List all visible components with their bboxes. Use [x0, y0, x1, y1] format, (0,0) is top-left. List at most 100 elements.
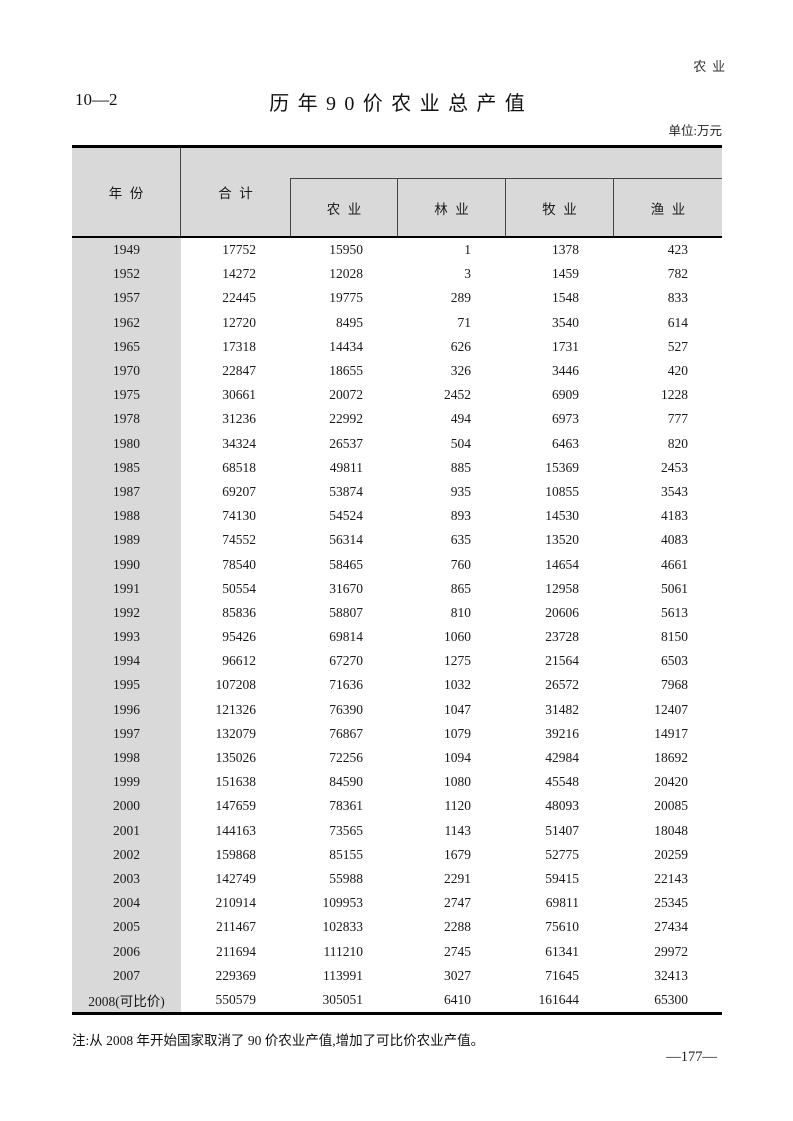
value-cell: 17752 [222, 242, 256, 258]
value-cell: 810 [450, 604, 471, 620]
value-cell: 6463 [552, 435, 579, 451]
year-cell: 2007 [72, 963, 181, 988]
value-cell: 84590 [329, 774, 363, 790]
value-cell: 3027 [444, 967, 471, 983]
year-cell: 1997 [72, 721, 181, 746]
value-cell: 55988 [329, 870, 363, 886]
value-cell: 48093 [545, 798, 579, 814]
value-cell: 3540 [552, 314, 579, 330]
header-total: 合计 [218, 186, 261, 201]
value-cell: 18692 [654, 750, 688, 766]
value-cell: 1032 [444, 677, 471, 693]
value-cell: 6909 [552, 387, 579, 403]
value-cell: 1548 [552, 290, 579, 306]
value-cell: 833 [667, 290, 688, 306]
year-cell: 1990 [72, 552, 181, 577]
value-cell: 67270 [329, 653, 363, 669]
value-cell: 8150 [661, 629, 688, 645]
value-cell: 3446 [552, 363, 579, 379]
value-cell: 31482 [545, 701, 579, 717]
value-cell: 935 [450, 483, 471, 499]
value-cell: 211467 [216, 919, 256, 935]
value-cell: 21564 [545, 653, 579, 669]
year-cell: 1952 [72, 262, 181, 287]
value-cell: 12028 [329, 266, 363, 282]
value-cell: 25345 [654, 895, 688, 911]
value-cell: 76390 [329, 701, 363, 717]
value-cell: 69207 [222, 483, 256, 499]
year-cell: 2000 [72, 794, 181, 819]
value-cell: 20606 [545, 604, 579, 620]
value-cell: 865 [450, 580, 471, 596]
year-cell: 1999 [72, 770, 181, 795]
year-cell: 2004 [72, 891, 181, 916]
value-cell: 1679 [444, 846, 471, 862]
value-cell: 14530 [545, 508, 579, 524]
value-cell: 494 [450, 411, 471, 427]
value-cell: 69814 [329, 629, 363, 645]
value-cell: 15950 [329, 242, 363, 258]
value-cell: 14654 [545, 556, 579, 572]
year-cell: 1970 [72, 358, 181, 384]
value-cell: 12407 [654, 701, 688, 717]
year-cell: 1988 [72, 504, 181, 529]
header-subgroup: 农业 林业 牧业 渔业 [290, 148, 722, 236]
value-cell: 109953 [322, 895, 364, 911]
value-cell: 22445 [222, 290, 256, 306]
value-cell: 211694 [216, 943, 256, 959]
value-cell: 42984 [545, 750, 579, 766]
value-cell: 56314 [329, 532, 363, 548]
value-cell: 72256 [329, 750, 363, 766]
value-cell: 26537 [329, 435, 363, 451]
year-cell: 1995 [72, 673, 181, 698]
value-cell: 59415 [545, 870, 579, 886]
value-cell: 142749 [215, 870, 257, 886]
table-number: 10—2 [75, 90, 118, 109]
year-cell: 1996 [72, 697, 181, 722]
value-cell: 6410 [444, 991, 471, 1007]
value-cell: 85836 [222, 604, 256, 620]
value-cell: 423 [667, 242, 688, 258]
year-cell: 2006 [72, 939, 181, 964]
header-year: 年份 [72, 148, 181, 236]
value-cell: 34324 [222, 435, 256, 451]
value-cell: 71636 [329, 677, 363, 693]
table-header: 年份 合计 农业 林业 牧业 渔业 [72, 145, 722, 238]
value-cell: 52775 [545, 846, 579, 862]
value-cell: 229369 [215, 967, 257, 983]
year-cell: 1998 [72, 745, 181, 771]
value-cell: 20072 [329, 387, 363, 403]
header-agriculture: 农业 [326, 201, 369, 217]
value-cell: 31236 [222, 411, 256, 427]
value-cell: 8495 [336, 314, 363, 330]
value-cell: 32413 [654, 967, 688, 983]
value-cell: 26572 [545, 677, 579, 693]
year-cell: 2001 [72, 818, 181, 843]
value-cell: 53874 [329, 483, 363, 499]
year-cell: 1978 [72, 407, 181, 432]
value-cell: 50554 [222, 580, 256, 596]
value-cell: 78361 [329, 798, 363, 814]
year-cell: 1987 [72, 479, 181, 505]
value-cell: 27434 [654, 919, 688, 935]
value-cell: 7968 [661, 677, 688, 693]
value-cell: 96612 [222, 653, 256, 669]
year-cell: 1949 [72, 238, 181, 263]
value-cell: 102833 [322, 919, 364, 935]
header-fishery: 渔业 [613, 179, 722, 236]
year-cell: 1994 [72, 649, 181, 674]
year-cell: 1992 [72, 600, 181, 625]
statistics-table: 年份 合计 农业 林业 牧业 渔业 1949 17752 15950 1 1378 423… [72, 145, 722, 1015]
unit-label: 单位:万元 [668, 124, 722, 138]
value-cell: 71 [457, 314, 472, 330]
value-cell: 1047 [444, 701, 471, 717]
value-cell: 22847 [222, 363, 256, 379]
value-cell: 23728 [545, 629, 579, 645]
value-cell: 1275 [444, 653, 471, 669]
value-cell: 14272 [222, 266, 256, 282]
year-cell: 2003 [72, 866, 181, 892]
value-cell: 51407 [545, 822, 579, 838]
value-cell: 1079 [444, 725, 471, 741]
page-number: —177— [666, 1049, 717, 1065]
value-cell: 782 [667, 266, 688, 282]
